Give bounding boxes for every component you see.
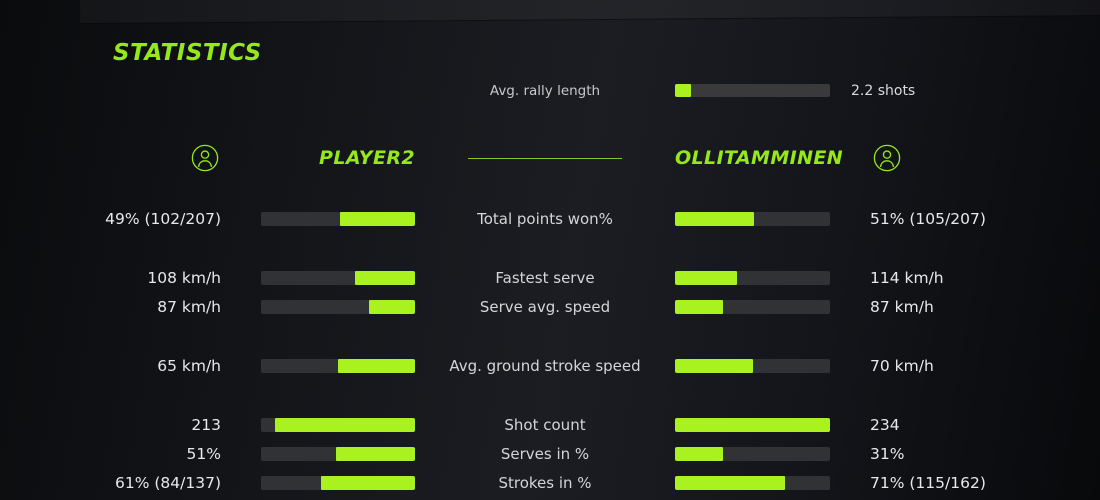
stat-right-bar: [675, 446, 830, 461]
stat-left-value: 61% (84/137): [114, 473, 221, 492]
stat-left-bar: [261, 417, 415, 432]
stat-right-bar-fill: [675, 270, 737, 285]
stat-label: Shot count: [504, 415, 586, 434]
stat-right-value: 70 km/h: [870, 356, 934, 375]
players-header-row: PLAYER2 OLLITAMMINEN: [0, 141, 1100, 175]
stat-row: 213 Shot count 234: [0, 410, 1100, 439]
stat-left-bar: [261, 211, 415, 226]
stat-right-value: 71% (115/162): [870, 473, 986, 492]
stat-left-value: 108 km/h: [147, 268, 221, 287]
background-diagonal-band: [79, 0, 1100, 25]
stat-left-bar-fill: [368, 299, 415, 314]
stat-right-bar-fill: [675, 211, 755, 226]
stat-right-bar: [675, 270, 830, 285]
stat-left-bar: [261, 475, 415, 490]
stat-right-value: 31%: [870, 444, 905, 463]
stat-left-bar-fill: [354, 270, 415, 285]
player-right-name: OLLITAMMINEN: [675, 147, 844, 169]
stat-left-bar: [261, 270, 415, 285]
stat-left-bar: [261, 446, 415, 461]
rally-length-bar: [675, 84, 830, 97]
stat-label: Serve avg. speed: [479, 297, 611, 316]
rally-length-value: 2.2 shots: [851, 82, 916, 99]
stat-row: 51% Serves in % 31%: [0, 439, 1100, 468]
stat-left-bar-fill: [338, 358, 415, 373]
stat-left-bar-fill: [321, 475, 415, 490]
stat-left-value: 49% (102/207): [105, 209, 221, 228]
stat-right-bar-fill: [675, 446, 724, 461]
stat-right-bar-fill: [675, 417, 830, 432]
stat-row: 49% (102/207) Total points won% 51% (105…: [0, 204, 1100, 233]
stat-label: Fastest serve: [495, 268, 595, 287]
stat-right-value: 234: [870, 415, 900, 434]
stat-right-value: 114 km/h: [870, 268, 944, 287]
stat-row: 61% (84/137) Strokes in % 71% (115/162): [0, 468, 1100, 497]
stat-right-bar-fill: [675, 299, 724, 314]
stat-label: Serves in %: [500, 444, 590, 463]
stat-row: 87 km/h Serve avg. speed 87 km/h: [0, 292, 1100, 321]
stat-right-value: 87 km/h: [870, 297, 934, 316]
stat-left-bar-fill: [336, 446, 415, 461]
person-icon: [191, 144, 219, 172]
stat-left-bar: [261, 358, 415, 373]
stat-left-bar-fill: [274, 417, 415, 432]
rally-length-label: Avg. rally length: [489, 82, 601, 99]
stat-left-value: 51%: [186, 444, 221, 463]
page-title: STATISTICS: [113, 40, 262, 66]
person-icon: [873, 144, 901, 172]
stat-label: Strokes in %: [498, 473, 592, 492]
stat-row: 65 km/h Avg. ground stroke speed 70 km/h: [0, 351, 1100, 380]
stat-row: 108 km/h Fastest serve 114 km/h: [0, 263, 1100, 292]
stat-left-value: 65 km/h: [157, 356, 221, 375]
stat-left-bar: [261, 299, 415, 314]
stat-right-bar: [675, 417, 830, 432]
center-divider-line: [468, 157, 622, 159]
stat-label: Avg. ground stroke speed: [449, 356, 641, 375]
rally-length-row: Avg. rally length 2.2 shots: [0, 76, 1100, 105]
stat-right-value: 51% (105/207): [870, 209, 986, 228]
stat-right-bar: [675, 475, 830, 490]
stat-right-bar: [675, 299, 830, 314]
player-left-name: PLAYER2: [319, 147, 415, 169]
stat-right-bar: [675, 358, 830, 373]
stat-left-bar-fill: [339, 211, 415, 226]
stat-left-value: 87 km/h: [157, 297, 221, 316]
rally-length-bar-fill: [675, 84, 691, 97]
stat-right-bar-fill: [675, 475, 786, 490]
stat-right-bar-fill: [675, 358, 753, 373]
stat-left-value: 213: [191, 415, 221, 434]
stat-right-bar: [675, 211, 830, 226]
stat-label: Total points won%: [477, 209, 613, 228]
